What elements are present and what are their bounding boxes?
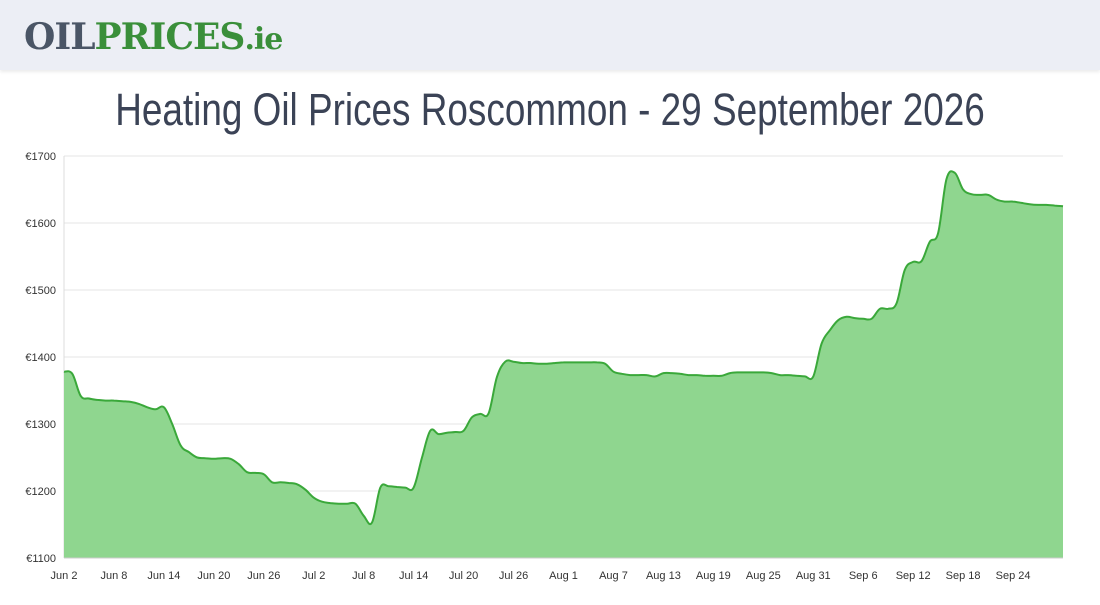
x-tick-label: Sep 18 (946, 570, 981, 582)
logo-part-prices: PRICES (94, 16, 246, 58)
site-logo[interactable]: OILPRICES.ie (24, 14, 283, 63)
logo-part-oil: OIL (24, 16, 96, 58)
x-tick-label: Jun 20 (197, 570, 230, 582)
x-tick-label: Jun 26 (247, 570, 280, 582)
x-tick-label: Aug 7 (599, 570, 628, 582)
y-tick-label: €1700 (25, 151, 56, 163)
x-tick-label: Jul 8 (352, 570, 375, 582)
y-tick-label: €1500 (25, 285, 56, 297)
y-tick-label: €1200 (25, 486, 56, 498)
y-tick-label: €1100 (26, 553, 56, 565)
x-tick-label: Aug 31 (796, 570, 831, 582)
y-tick-label: €1400 (25, 352, 56, 364)
page-title: Heating Oil Prices Roscommon - 29 Septem… (115, 84, 985, 135)
price-area-fill (64, 171, 1063, 558)
x-tick-label: Sep 6 (849, 570, 878, 582)
x-tick-label: Sep 12 (896, 570, 931, 582)
x-tick-label: Jul 2 (302, 570, 325, 582)
price-line (63, 170, 1064, 526)
x-tick-label: Jul 20 (449, 570, 478, 582)
price-chart: €1100 €1200 €1300 €1400 €1500 €1600 €1700 Jun 2… (0, 140, 1100, 600)
x-tick-label: Aug 13 (646, 570, 681, 582)
logo-part-domain: .ie (244, 22, 283, 57)
x-tick-label: Aug 25 (746, 570, 781, 582)
site-header: OILPRICES.ie (0, 0, 1100, 70)
x-tick-label: Jul 26 (499, 570, 528, 582)
x-tick-label: Jun 14 (147, 570, 180, 582)
x-tick-label: Sep 24 (996, 570, 1031, 582)
x-tick-label: Jul 14 (399, 570, 428, 582)
y-tick-label: €1300 (25, 419, 56, 431)
x-tick-label: Aug 1 (549, 570, 578, 582)
price-chart-svg: €1100 €1200 €1300 €1400 €1500 €1600 €1700 Jun 2… (25, 151, 1064, 582)
x-tick-label: Jun 8 (100, 570, 127, 582)
y-tick-label: €1600 (25, 218, 56, 230)
x-tick-label: Jun 2 (51, 570, 78, 582)
x-tick-label: Aug 19 (696, 570, 731, 582)
